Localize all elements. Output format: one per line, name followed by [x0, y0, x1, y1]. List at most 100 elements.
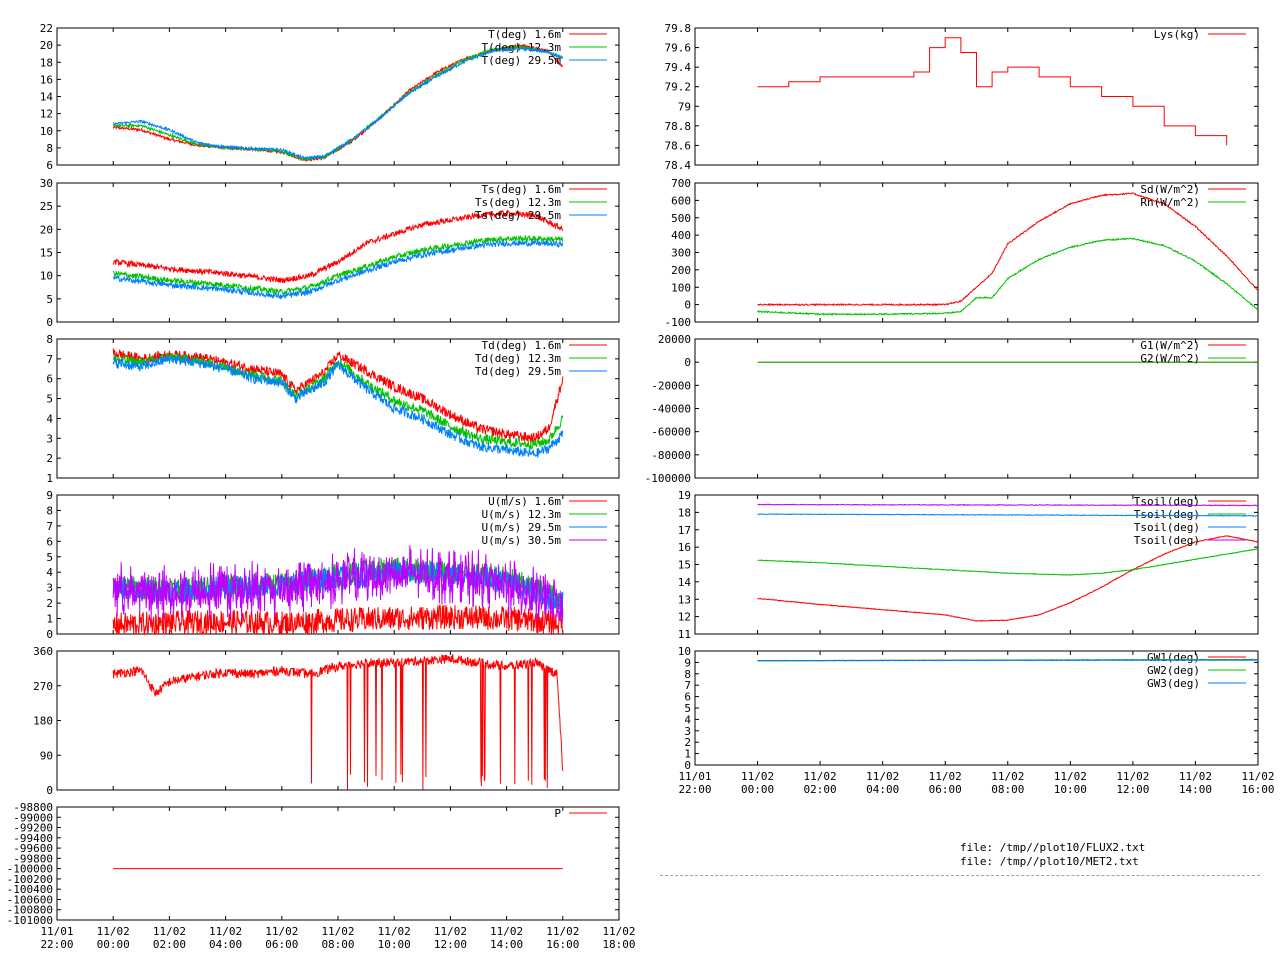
- y-tick-label: -100400: [7, 883, 53, 896]
- y-tick-label: 12: [678, 611, 691, 624]
- legend-label: U(m/s) 1.6m: [488, 495, 561, 508]
- y-tick-label: 78.8: [665, 120, 692, 133]
- y-tick-label: 3: [46, 582, 53, 595]
- file-note-flux: file: /tmp//plot10/FLUX2.txt: [960, 841, 1146, 854]
- plot-frame: [56, 650, 620, 791]
- legend-label: T(deg) 1.6m: [488, 28, 561, 41]
- y-tick-label: 10: [678, 645, 691, 658]
- y-tick-label: 180: [33, 715, 53, 728]
- y-tick-label: 17: [678, 524, 691, 537]
- y-tick-label: 0: [684, 356, 691, 369]
- y-tick-label: 4: [46, 566, 53, 579]
- y-tick-label: 6: [684, 691, 691, 704]
- x-tick-label-time: 14:00: [1179, 783, 1212, 796]
- legend-label: Sd(W/m^2): [1140, 183, 1200, 196]
- x-tick-label-date: 11/02: [991, 770, 1024, 783]
- legend-label: T(deg) 29.5m: [482, 54, 562, 67]
- y-tick-label: -100: [665, 316, 692, 329]
- chart-panel-soilflux: -100000 -80000 -60000 -40000 -20000 0 20000 G1(…: [645, 333, 1259, 485]
- legend-label: Rn(W/m^2): [1140, 196, 1200, 209]
- y-tick-label: 78.6: [665, 139, 692, 152]
- chart-panel-winddir: 0 90 180 270 360: [33, 645, 620, 797]
- y-tick-label: 300: [671, 247, 691, 260]
- series-line: [757, 37, 1228, 146]
- y-tick-label: -80000: [651, 449, 691, 462]
- legend-label: Ts(deg) 1.6m: [482, 183, 562, 196]
- y-tick-label: 4: [684, 713, 691, 726]
- footer-divider: [660, 875, 1260, 876]
- legend-label: P: [554, 807, 561, 820]
- series-line: [112, 653, 564, 790]
- legend-label: Tsoil(deg): [1134, 495, 1200, 508]
- y-tick-label: 8: [46, 504, 53, 517]
- y-tick-label: 360: [33, 645, 53, 658]
- legend-label: Ts(deg) 29.5m: [475, 209, 561, 222]
- x-tick-label-date: 11/01: [40, 925, 73, 938]
- x-tick-label-date: 11/02: [1054, 770, 1087, 783]
- x-tick-label-time: 22:00: [678, 783, 711, 796]
- x-tick-label-date: 11/02: [602, 925, 635, 938]
- y-tick-label: 10: [40, 270, 53, 283]
- x-tick-label-time: 00:00: [741, 783, 774, 796]
- x-tick-label-time: 08:00: [991, 783, 1024, 796]
- y-tick-label: 13: [678, 593, 691, 606]
- y-tick-label: 7: [46, 353, 53, 366]
- x-tick-label-date: 11/02: [1241, 770, 1274, 783]
- x-tick-label-date: 11/02: [378, 925, 411, 938]
- x-tick-label-time: 18:00: [602, 938, 635, 951]
- y-tick-label: 8: [46, 142, 53, 155]
- legend-label: Tsoil(deg): [1134, 534, 1200, 547]
- y-tick-label: 15: [678, 559, 691, 572]
- x-tick-label-time: 16:00: [546, 938, 579, 951]
- series-line: [757, 513, 1259, 517]
- series-line: [113, 239, 564, 300]
- y-tick-label: 2: [46, 452, 53, 465]
- y-tick-label: 500: [671, 212, 691, 225]
- y-tick-label: 0: [46, 316, 53, 329]
- x-tick-label-time: 12:00: [1116, 783, 1149, 796]
- y-tick-label: 6: [46, 373, 53, 386]
- series-line: [757, 192, 1259, 307]
- x-tick-label-date: 11/02: [97, 925, 130, 938]
- legend-label: GW2(deg): [1147, 664, 1200, 677]
- y-tick-label: 700: [671, 177, 691, 190]
- y-tick-label: 79.8: [665, 22, 692, 35]
- x-tick-label-time: 00:00: [97, 938, 130, 951]
- x-tick-label-date: 11/02: [434, 925, 467, 938]
- plot-frame: [694, 27, 1259, 166]
- x-tick-label-date: 11/02: [866, 770, 899, 783]
- legend-label: Ts(deg) 12.3m: [475, 196, 561, 209]
- y-tick-label: -60000: [651, 426, 691, 439]
- y-tick-label: 0: [46, 784, 53, 797]
- y-tick-label: 1: [46, 472, 53, 485]
- x-tick-label-time: 10:00: [1054, 783, 1087, 796]
- y-tick-label: 2: [46, 597, 53, 610]
- y-tick-label: 0: [684, 759, 691, 772]
- y-tick-label: 0: [684, 299, 691, 312]
- y-tick-label: 79: [678, 100, 691, 113]
- chart-panel-groundwater: 01234567891011/0122:0011/0200:0011/0202:…: [678, 645, 1275, 796]
- y-tick-label: 18: [40, 56, 53, 69]
- x-tick-label-date: 11/02: [209, 925, 242, 938]
- legend-label: G1(W/m^2): [1140, 339, 1200, 352]
- y-tick-label: 5: [46, 393, 53, 406]
- x-tick-label-time: 06:00: [929, 783, 962, 796]
- series-line: [757, 659, 1259, 662]
- y-tick-label: 22: [40, 22, 53, 35]
- file-note-met: file: /tmp//plot10/MET2.txt: [960, 855, 1139, 868]
- y-tick-label: 20000: [658, 333, 691, 346]
- x-tick-label-time: 04:00: [866, 783, 899, 796]
- x-tick-label-date: 11/02: [804, 770, 837, 783]
- y-tick-label: 11: [678, 628, 691, 641]
- y-tick-label: 5: [46, 293, 53, 306]
- x-tick-label-time: 10:00: [378, 938, 411, 951]
- y-tick-label: 7: [46, 520, 53, 533]
- y-tick-label: 2: [684, 736, 691, 749]
- y-tick-label: 400: [671, 229, 691, 242]
- x-tick-label-time: 02:00: [153, 938, 186, 951]
- y-tick-label: -99400: [13, 832, 53, 845]
